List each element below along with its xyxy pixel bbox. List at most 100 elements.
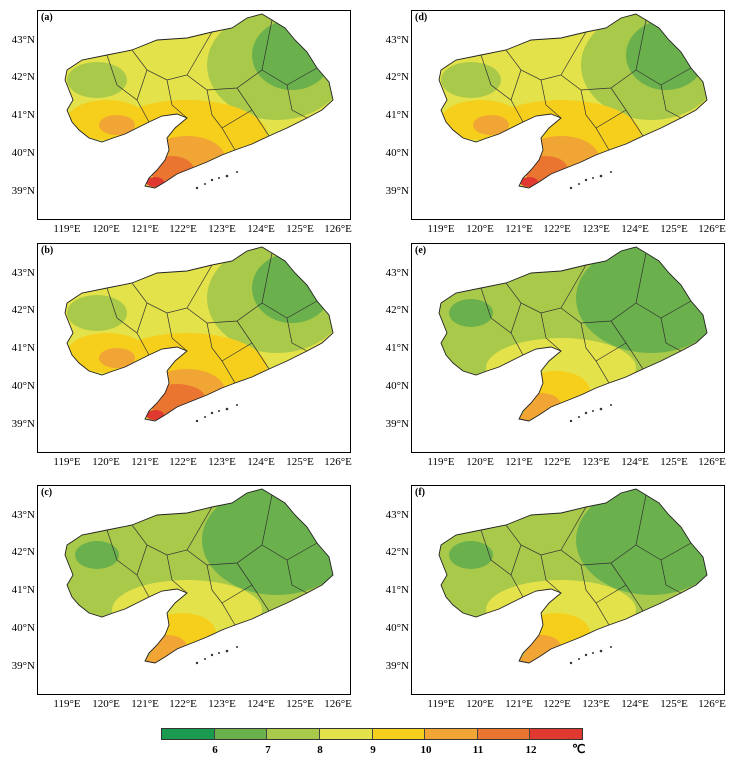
lon-tick-label: 123°E (582, 698, 610, 710)
lon-tick-label: 122°E (543, 698, 571, 710)
panel-frame-a (37, 10, 351, 220)
colorbar-tick: 8 (317, 744, 323, 756)
lon-tick-label: 120°E (92, 456, 120, 468)
lon-tick-label: 120°E (466, 698, 494, 710)
panel-label-b: (b) (41, 245, 54, 256)
lat-tick-label: 43°N (11, 267, 35, 279)
colorbar-swatch (266, 729, 319, 739)
lon-tick-label: 124°E (247, 456, 275, 468)
lon-tick-label: 125°E (286, 223, 314, 235)
lat-tick-label: 40°N (385, 147, 409, 159)
lon-tick-label: 123°E (582, 223, 610, 235)
colorbar-swatch (318, 729, 372, 739)
lon-tick-label: 119°E (427, 698, 455, 710)
panel-frame-c (37, 485, 351, 695)
lat-tick-label: 39°N (385, 185, 409, 197)
lat-tick-label: 39°N (385, 660, 409, 672)
lat-tick-label: 41°N (385, 109, 409, 121)
colorbar-swatch (371, 729, 425, 739)
lon-tick-label: 120°E (92, 698, 120, 710)
lat-tick-label: 40°N (11, 380, 35, 392)
lon-tick-label: 119°E (427, 456, 455, 468)
lon-tick-label: 126°E (324, 456, 352, 468)
lat-tick-label: 39°N (11, 185, 35, 197)
colorbar-swatch (424, 729, 477, 739)
colorbar-swatch (476, 729, 530, 739)
lon-tick-label: 119°E (53, 698, 81, 710)
lon-tick-label: 125°E (660, 456, 688, 468)
lon-tick-label: 123°E (208, 698, 236, 710)
panel-frame-d (411, 10, 725, 220)
colorbar-swatch (529, 729, 582, 739)
lon-tick-label: 120°E (466, 223, 494, 235)
lon-tick-label: 121°E (505, 698, 533, 710)
lat-tick-label: 42°N (11, 546, 35, 558)
lat-tick-label: 41°N (385, 584, 409, 596)
lat-tick-label: 40°N (11, 147, 35, 159)
lat-tick-label: 42°N (385, 71, 409, 83)
lon-tick-label: 122°E (543, 456, 571, 468)
lon-tick-label: 121°E (131, 223, 159, 235)
lat-tick-label: 42°N (11, 304, 35, 316)
lon-tick-label: 119°E (53, 223, 81, 235)
lat-tick-label: 41°N (385, 342, 409, 354)
lat-tick-label: 40°N (385, 622, 409, 634)
colorbar-tick: 6 (212, 744, 218, 756)
lon-tick-label: 120°E (466, 456, 494, 468)
lon-tick-label: 124°E (247, 223, 275, 235)
lat-tick-label: 39°N (11, 418, 35, 430)
lat-tick-label: 43°N (385, 509, 409, 521)
lon-tick-label: 119°E (427, 223, 455, 235)
lon-tick-label: 126°E (698, 698, 726, 710)
lat-tick-label: 39°N (385, 418, 409, 430)
lon-tick-label: 119°E (53, 456, 81, 468)
panel-frame-f (411, 485, 725, 695)
lat-tick-label: 40°N (385, 380, 409, 392)
colorbar-tick: 12 (525, 744, 537, 756)
lon-tick-label: 122°E (169, 223, 197, 235)
colorbar-swatch (162, 729, 214, 739)
lon-tick-label: 126°E (324, 223, 352, 235)
colorbar-tick: 11 (472, 744, 484, 756)
lon-tick-label: 122°E (169, 456, 197, 468)
lon-tick-label: 124°E (621, 698, 649, 710)
colorbar-swatch (213, 729, 267, 739)
lon-tick-label: 123°E (582, 456, 610, 468)
lat-tick-label: 41°N (11, 584, 35, 596)
lon-tick-label: 124°E (621, 223, 649, 235)
lon-tick-label: 125°E (660, 698, 688, 710)
lat-tick-label: 39°N (11, 660, 35, 672)
colorbar (161, 728, 583, 740)
lat-tick-label: 41°N (11, 342, 35, 354)
lat-tick-label: 43°N (385, 267, 409, 279)
panel-label-c: (c) (41, 487, 53, 498)
lon-tick-label: 125°E (660, 223, 688, 235)
lon-tick-label: 124°E (247, 698, 275, 710)
lon-tick-label: 126°E (698, 456, 726, 468)
lat-tick-label: 43°N (385, 34, 409, 46)
lat-tick-label: 42°N (11, 71, 35, 83)
colorbar-tick: 9 (370, 744, 376, 756)
panel-label-e: (e) (415, 245, 427, 256)
lon-tick-label: 125°E (286, 456, 314, 468)
lon-tick-label: 126°E (324, 698, 352, 710)
lon-tick-label: 122°E (169, 698, 197, 710)
lat-tick-label: 43°N (11, 509, 35, 521)
lon-tick-label: 123°E (208, 456, 236, 468)
lon-tick-label: 124°E (621, 456, 649, 468)
lat-tick-label: 42°N (385, 546, 409, 558)
colorbar-unit: ℃ (572, 742, 586, 756)
panel-frame-b (37, 243, 351, 453)
panel-label-a: (a) (41, 12, 53, 23)
lat-tick-label: 43°N (11, 34, 35, 46)
lon-tick-label: 125°E (286, 698, 314, 710)
lon-tick-label: 121°E (131, 698, 159, 710)
lat-tick-label: 42°N (385, 304, 409, 316)
lon-tick-label: 121°E (505, 456, 533, 468)
colorbar-tick: 7 (265, 744, 271, 756)
lon-tick-label: 126°E (698, 223, 726, 235)
lon-tick-label: 120°E (92, 223, 120, 235)
lon-tick-label: 121°E (505, 223, 533, 235)
lat-tick-label: 41°N (11, 109, 35, 121)
